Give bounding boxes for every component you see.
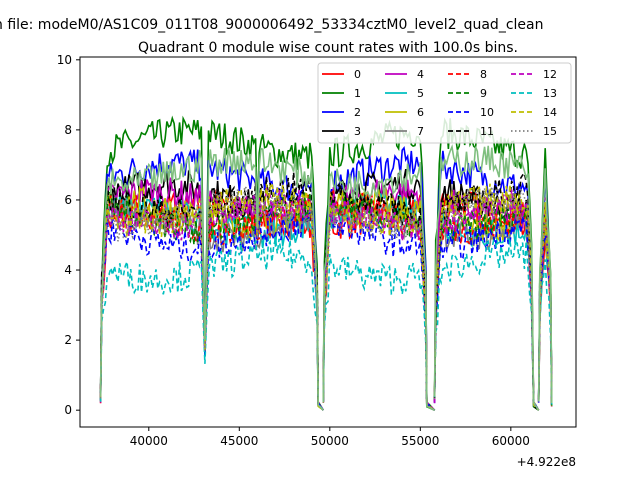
- plot-frame: [79, 56, 577, 428]
- x-tick-label: 60000: [492, 434, 530, 448]
- x-tick-label: 50000: [311, 434, 349, 448]
- y-tick-label: 0: [64, 403, 72, 417]
- x-axis: 40000 45000 50000 55000 60000: [130, 427, 530, 448]
- y-tick-label: 6: [64, 193, 72, 207]
- legend-label: 9: [480, 87, 487, 100]
- y-tick-label: 4: [64, 263, 72, 277]
- y-tick-label: 2: [64, 333, 72, 347]
- series-line: [99, 145, 553, 411]
- series-line: [99, 189, 553, 411]
- legend-label: 13: [543, 87, 557, 100]
- legend-label: 4: [417, 68, 424, 81]
- chart-title: Quadrant 0 module wise count rates with …: [138, 40, 518, 56]
- series-line: [99, 180, 553, 411]
- legend-label: 8: [480, 68, 487, 81]
- series-lines: [99, 115, 553, 411]
- x-tick-label: 45000: [220, 434, 258, 448]
- series-line: [99, 144, 553, 411]
- legend-label: 10: [480, 106, 494, 119]
- x-tick-label: 40000: [130, 434, 168, 448]
- series-line: [99, 238, 553, 411]
- legend-label: 3: [354, 125, 361, 138]
- legend-label: 11: [480, 125, 494, 138]
- legend-label: 15: [543, 125, 557, 138]
- legend-label: 5: [417, 87, 424, 100]
- legend-label: 12: [543, 68, 557, 81]
- suptitle: n file: modeM0/AS1C09_011T08_9000006492_…: [0, 17, 543, 33]
- series-line: [99, 177, 553, 411]
- x-tick-label: 55000: [401, 434, 439, 448]
- legend-label: 1: [354, 87, 361, 100]
- legend-label: 0: [354, 68, 361, 81]
- y-tick-label: 8: [64, 123, 72, 137]
- y-tick-label: 10: [57, 53, 72, 67]
- legend-label: 2: [354, 106, 361, 119]
- x-offset-text: +4.922e8: [517, 455, 576, 469]
- legend-label: 6: [417, 106, 424, 119]
- series-line: [99, 211, 553, 411]
- series-line: [99, 184, 553, 411]
- series-line: [99, 187, 553, 411]
- legend-box: [317, 62, 572, 144]
- legend-label: 7: [417, 125, 424, 138]
- y-axis: 0 2 4 6 8 10: [57, 53, 80, 417]
- legend-label: 14: [543, 106, 557, 119]
